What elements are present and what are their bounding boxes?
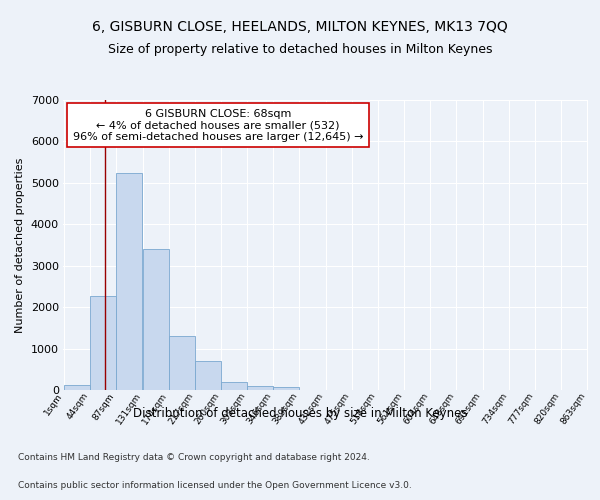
Text: Contains HM Land Registry data © Crown copyright and database right 2024.: Contains HM Land Registry data © Crown c… [18, 454, 370, 462]
Text: 6 GISBURN CLOSE: 68sqm
← 4% of detached houses are smaller (532)
96% of semi-det: 6 GISBURN CLOSE: 68sqm ← 4% of detached … [73, 108, 363, 142]
Bar [274, 387, 299, 390]
Text: 6, GISBURN CLOSE, HEELANDS, MILTON KEYNES, MK13 7QQ: 6, GISBURN CLOSE, HEELANDS, MILTON KEYNE… [92, 20, 508, 34]
Text: Contains public sector information licensed under the Open Government Licence v3: Contains public sector information licen… [18, 481, 412, 490]
Bar [64, 386, 90, 390]
Y-axis label: Number of detached properties: Number of detached properties [15, 158, 25, 332]
Bar [247, 386, 274, 390]
Bar [169, 336, 195, 390]
Bar [221, 382, 247, 390]
Text: Distribution of detached houses by size in Milton Keynes: Distribution of detached houses by size … [133, 408, 467, 420]
Bar [195, 361, 221, 390]
Bar [90, 296, 116, 390]
Text: Size of property relative to detached houses in Milton Keynes: Size of property relative to detached ho… [108, 42, 492, 56]
Bar [143, 249, 169, 390]
Bar [116, 172, 142, 390]
